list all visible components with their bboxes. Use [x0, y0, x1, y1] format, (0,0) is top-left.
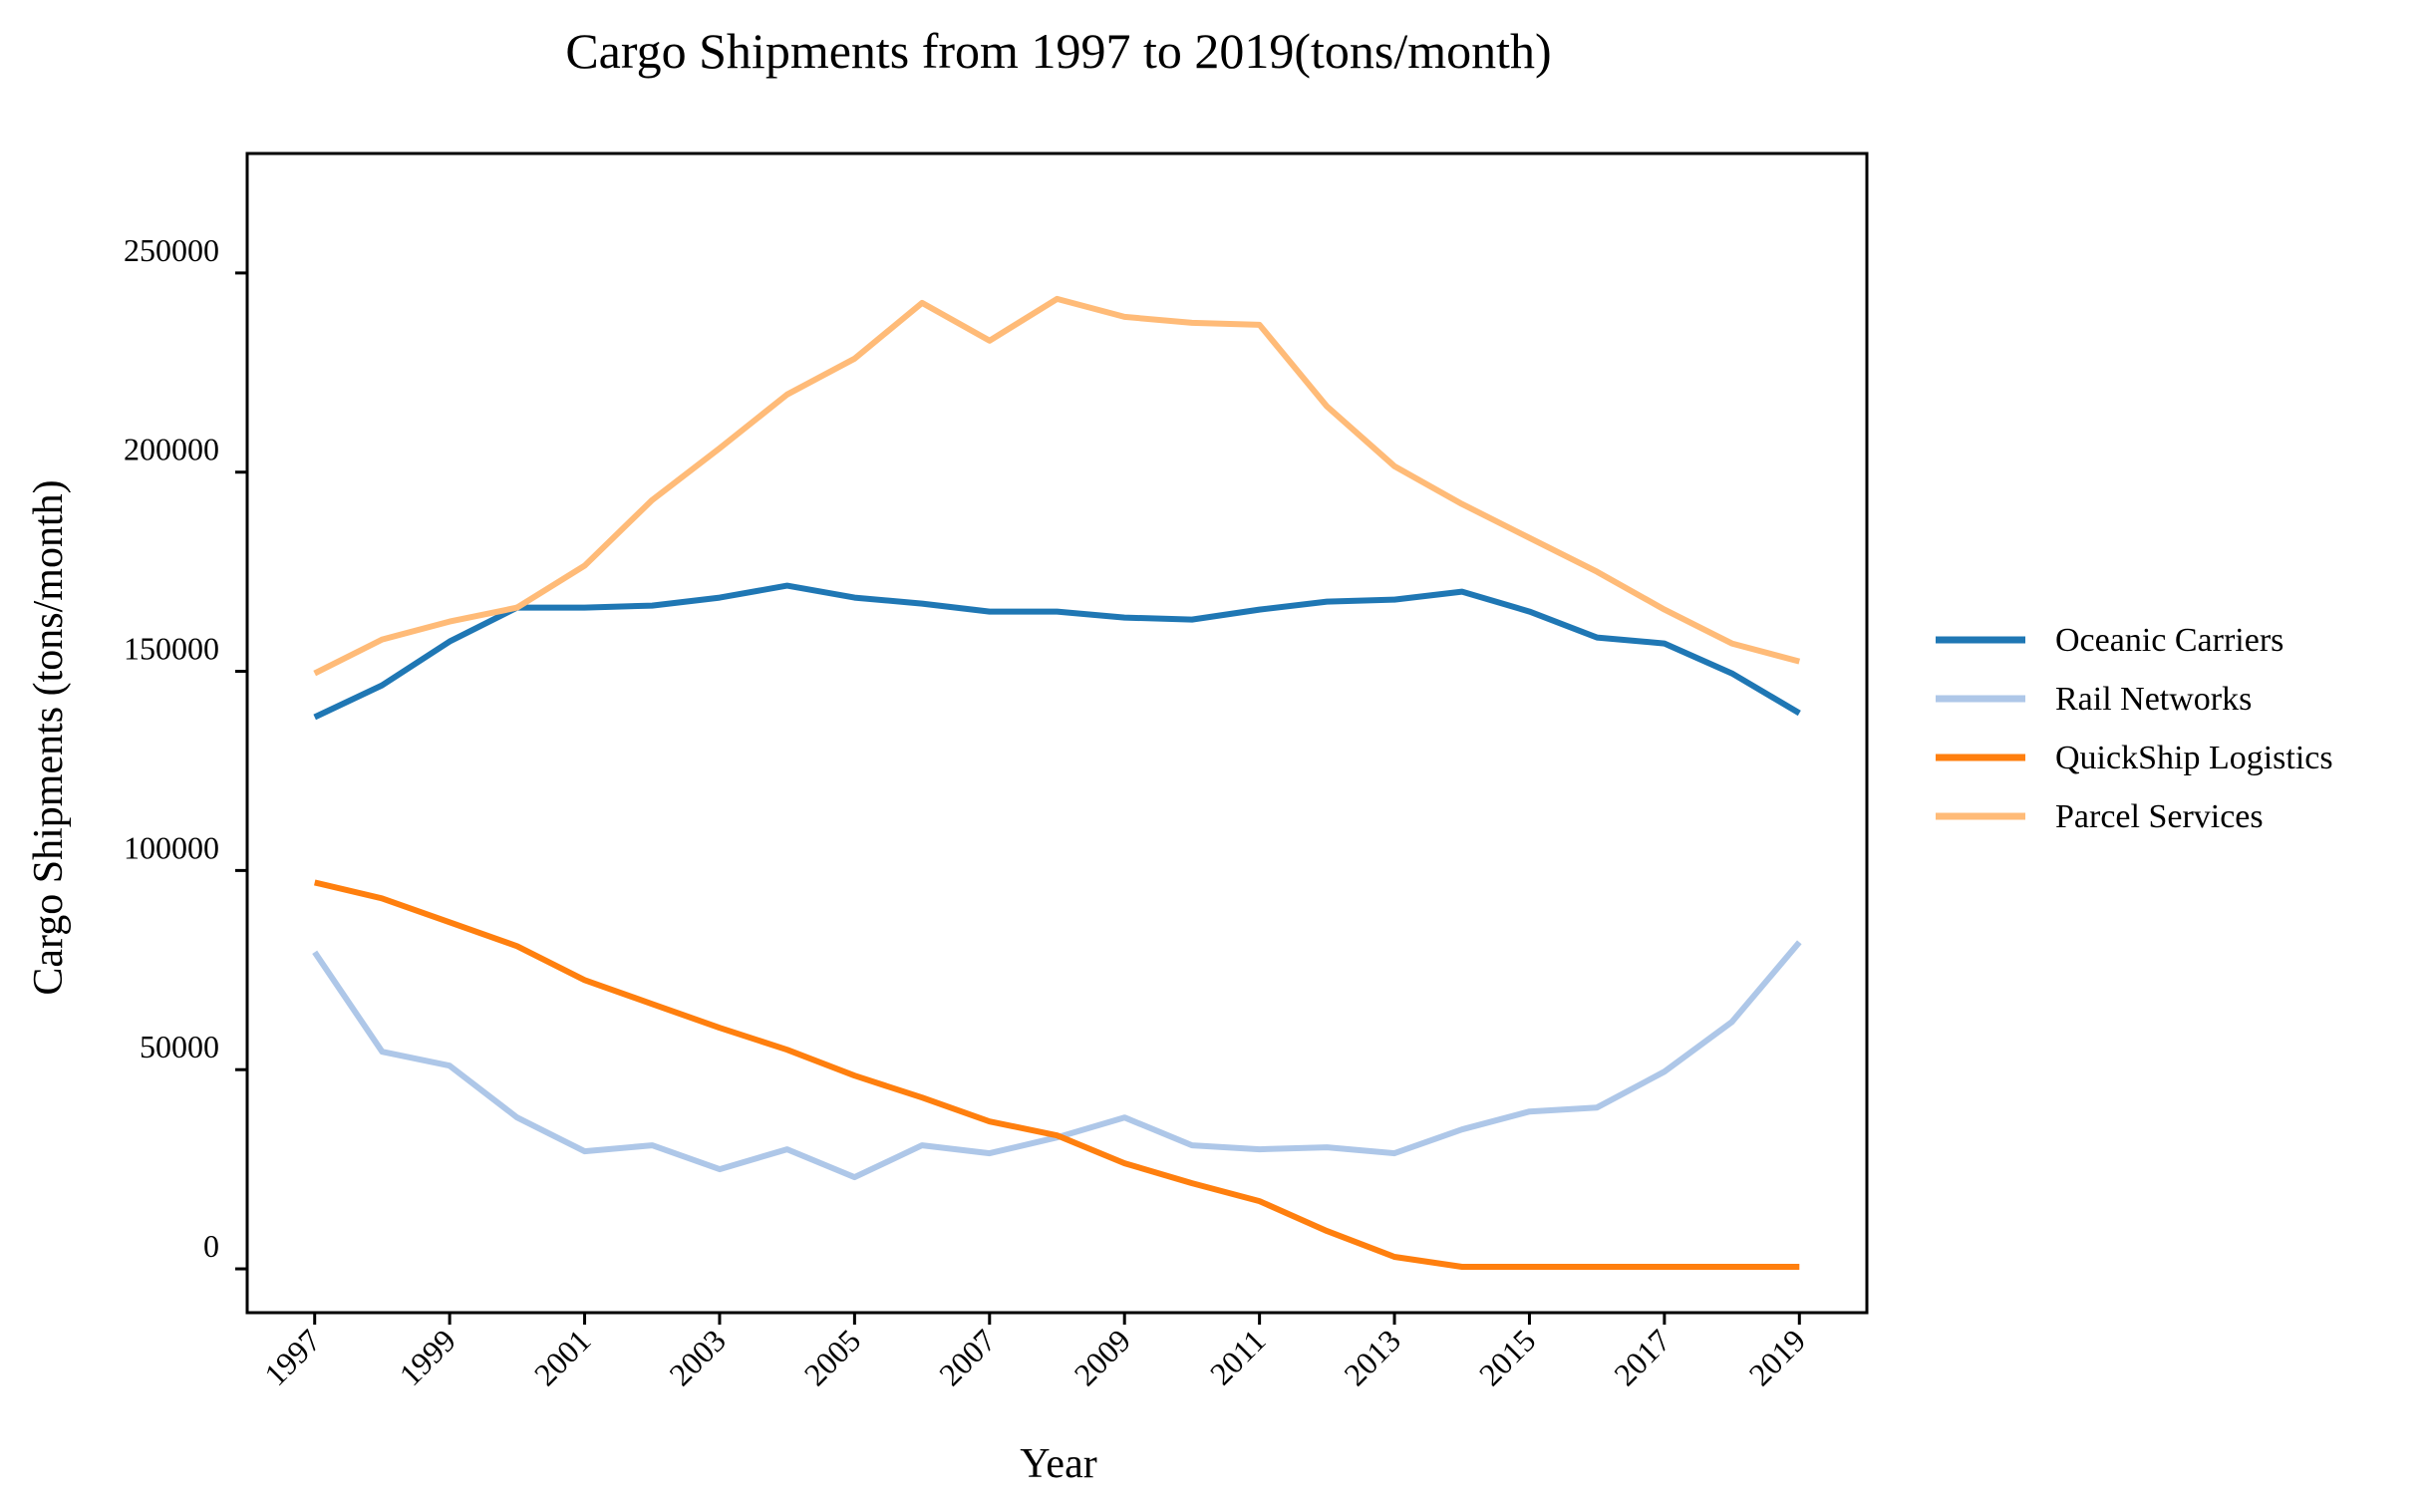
x-tick-label: 2001: [527, 1322, 598, 1392]
x-axis: 1997 1999 2001 2003 2005 2007 2009 2011 2013 2015…: [257, 1313, 1812, 1392]
y-tick-label: 100000: [124, 829, 219, 865]
legend-label-2: QuickShip Logistics: [2055, 740, 2333, 776]
x-tick-label: 2017: [1607, 1322, 1677, 1392]
y-tick-label: 0: [203, 1228, 219, 1264]
y-tick-label: 250000: [124, 232, 219, 268]
y-tick-label: 200000: [124, 432, 219, 467]
x-tick-label: 2009: [1066, 1322, 1137, 1392]
x-tick-label: 2003: [662, 1322, 733, 1392]
plot-frame: [245, 151, 1869, 1315]
y-tick-label: 50000: [140, 1029, 219, 1064]
y-axis-label: Cargo Shipments (tons/month): [26, 479, 72, 995]
y-axis: 0 50000 100000 150000 200000 250000: [124, 232, 247, 1271]
chart-title: Cargo Shipments from 1997 to 2019(tons/m…: [565, 23, 1551, 79]
legend-label-3: Parcel Services: [2055, 798, 2264, 835]
legend-label-1: Rail Networks: [2055, 681, 2252, 718]
y-tick-label: 150000: [124, 631, 219, 667]
x-axis-label: Year: [1020, 1441, 1096, 1487]
series-line-2: [314, 879, 1800, 1270]
x-tick-label: 2011: [1203, 1322, 1273, 1391]
x-tick-label: 2005: [797, 1322, 868, 1392]
x-tick-label: 1999: [392, 1322, 462, 1392]
x-tick-label: 2015: [1472, 1322, 1543, 1392]
x-tick-label: 2019: [1742, 1322, 1813, 1392]
series-line-1: [312, 940, 1802, 1181]
plot-area: [312, 295, 1802, 1270]
series-line-3: [313, 295, 1801, 677]
x-tick-label: 1997: [257, 1322, 328, 1392]
x-tick-label: 2007: [932, 1322, 1003, 1392]
series-line-0: [313, 582, 1801, 721]
legend-label-0: Oceanic Carriers: [2055, 622, 2283, 659]
legend: Oceanic Carriers Rail Networks QuickShip L…: [1936, 622, 2333, 835]
x-tick-label: 2013: [1337, 1322, 1407, 1392]
